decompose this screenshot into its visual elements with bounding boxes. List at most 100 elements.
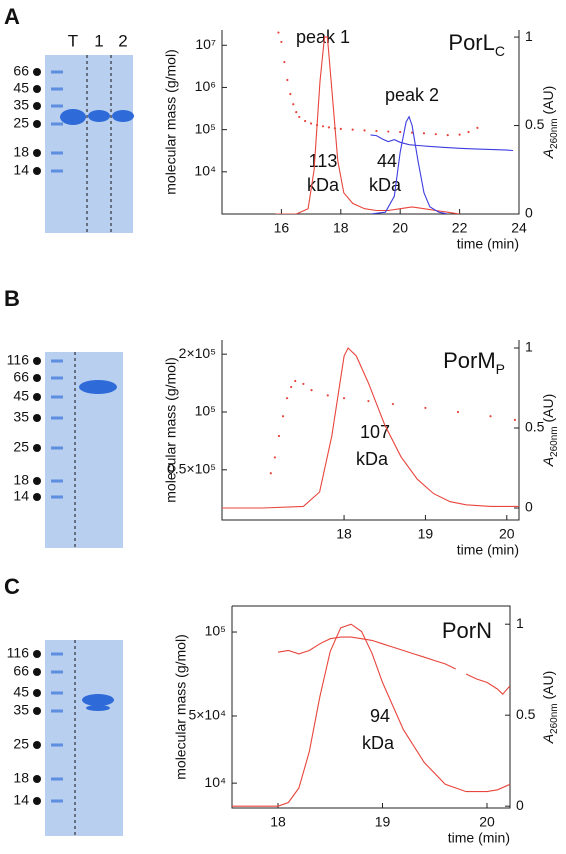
data-point [456, 410, 460, 414]
data-point [269, 472, 272, 475]
data-point [281, 415, 285, 418]
ladder-band [51, 495, 63, 499]
gel-band [79, 380, 117, 394]
data-point [285, 397, 289, 400]
data-point [363, 129, 366, 132]
y-tick-label: 10⁵ [205, 623, 226, 639]
data-point [351, 128, 354, 131]
marker-label: 45 [13, 388, 29, 404]
marker-label: 45 [13, 684, 29, 700]
marker-dot [33, 68, 41, 76]
data-point [327, 126, 331, 129]
marker-label: 25 [13, 736, 29, 752]
x-axis-label: time (min) [457, 236, 519, 252]
plot-area [222, 347, 519, 509]
marker-label: 14 [13, 488, 29, 504]
annotation: kDa [356, 449, 389, 469]
x-tick-label: 18 [336, 526, 352, 542]
marker-dot [33, 85, 41, 93]
marker-dot [33, 741, 41, 749]
marker-dot [33, 120, 41, 128]
y2-label-main: A [540, 734, 556, 744]
y-tick-label: 10⁷ [195, 36, 216, 52]
title-sub: P [496, 361, 505, 377]
x-tick-label: 24 [511, 220, 527, 236]
y2-label-sub: 260nm [549, 703, 560, 734]
y-tick-label: 10⁵ [195, 120, 216, 136]
gel [45, 55, 133, 233]
y-tick-label: 10⁵ [195, 403, 216, 419]
x-tick-label: 18 [333, 220, 349, 236]
annotation: kDa [362, 733, 395, 753]
x-tick-label: 19 [418, 526, 434, 542]
ladder-band [51, 799, 63, 803]
marker-dot [33, 374, 41, 382]
ladder-band [51, 359, 63, 363]
y-axis-label: molecular mass (g/mol) [173, 634, 189, 779]
data-point [302, 382, 305, 386]
data-line [277, 636, 510, 696]
y2-label-unit: (AU) [540, 86, 556, 119]
ladder-band [51, 151, 63, 155]
data-point [280, 40, 283, 44]
marker-dot [33, 393, 41, 401]
y-axis-label: molecular mass (g/mol) [163, 357, 179, 502]
data-point [292, 103, 295, 106]
data-point [298, 115, 301, 119]
data-point [273, 456, 276, 459]
y2-label-unit: (AU) [540, 671, 556, 704]
ladder-band [51, 87, 63, 91]
y2-tick-label: 1 [516, 615, 524, 631]
data-point [304, 119, 307, 123]
title-main: PorN [442, 618, 492, 643]
data-point [294, 379, 297, 383]
marker-dot [33, 707, 41, 715]
annotation: kDa [307, 175, 340, 195]
ladder-band [51, 122, 63, 126]
y2-tick-label: 0 [525, 499, 533, 515]
data-point [410, 131, 414, 134]
ladder-band [51, 743, 63, 747]
marker-dot [33, 149, 41, 157]
annotation: peak 1 [296, 27, 350, 47]
lane-label: 2 [118, 31, 127, 50]
lane-label: 1 [94, 31, 103, 50]
data-point [295, 111, 298, 114]
axis-line [231, 605, 511, 809]
y2-axis-label: A260nm (AU) [540, 86, 560, 160]
ladder-band [51, 670, 63, 674]
ladder-band [51, 446, 63, 450]
data-point [476, 126, 479, 129]
data-point [290, 385, 293, 389]
ladder-band [51, 169, 63, 173]
y-tick-label: 0.5×10⁵ [167, 461, 216, 477]
y2-tick-label: 1 [525, 339, 533, 355]
gel [45, 352, 123, 548]
data-point [513, 418, 517, 421]
data-point [289, 92, 292, 96]
x-tick-label: 16 [274, 220, 290, 236]
ladder-band [51, 104, 63, 108]
title-main: PorM [443, 348, 496, 373]
marker-dot [33, 689, 41, 697]
annotation: kDa [369, 175, 402, 195]
data-point [310, 122, 313, 125]
y2-tick-label: 0 [516, 797, 524, 813]
marker-label: 66 [13, 63, 29, 79]
marker-label: 35 [13, 409, 29, 425]
marker-dot [33, 650, 41, 658]
data-point [422, 132, 426, 135]
data-point [333, 127, 336, 130]
lane-label: T [68, 31, 78, 50]
data-point [467, 130, 470, 134]
title-sub: C [495, 43, 505, 59]
y2-label-main: A [540, 457, 556, 467]
marker-dot [33, 668, 41, 676]
data-point [391, 402, 394, 406]
marker-label: 45 [13, 80, 29, 96]
ladder-band [51, 376, 63, 380]
data-point [387, 130, 390, 133]
y-tick-label: 5×10⁴ [188, 707, 226, 723]
y-tick-label: 10⁴ [204, 774, 226, 790]
